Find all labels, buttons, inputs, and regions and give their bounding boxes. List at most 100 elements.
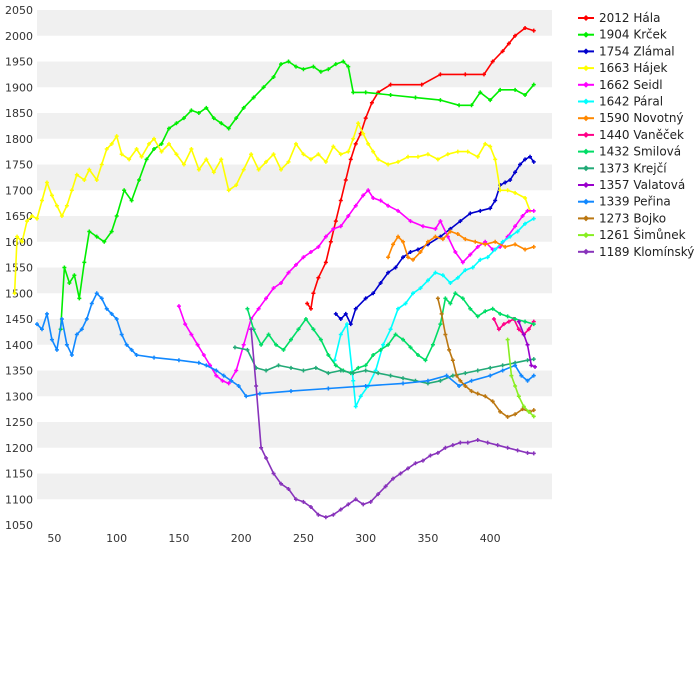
data-point (114, 317, 119, 321)
data-point (124, 342, 129, 347)
y-tick-label: 2000 (5, 30, 33, 43)
data-point (531, 28, 536, 33)
data-point (378, 347, 383, 352)
data-point (166, 141, 171, 146)
data-point (345, 322, 350, 327)
data-point (513, 170, 518, 175)
y-tick-label: 1550 (5, 262, 33, 275)
data-point (457, 383, 462, 388)
data-point (196, 167, 201, 172)
data-point (485, 440, 490, 445)
legend-item: 1357 Valatová (578, 178, 685, 192)
grid-band (37, 87, 552, 113)
y-tick-label: 1650 (5, 210, 33, 223)
x-tick-label: 300 (355, 532, 376, 545)
data-point (438, 378, 443, 383)
data-point (54, 347, 59, 352)
data-point (418, 286, 423, 291)
data-point (311, 291, 316, 296)
data-point (469, 103, 474, 108)
data-point (443, 445, 448, 450)
legend-marker (583, 182, 589, 188)
series-13 (505, 337, 536, 419)
data-point (503, 180, 508, 185)
data-point (438, 72, 443, 77)
data-point (454, 373, 459, 378)
data-point (473, 239, 478, 244)
data-point (159, 149, 164, 154)
data-point (498, 409, 503, 414)
data-point (293, 64, 298, 69)
data-point (279, 481, 284, 486)
data-point (513, 383, 518, 388)
legend-label: 1339 Peřina (599, 195, 671, 209)
data-point (491, 317, 496, 321)
series-line (59, 60, 535, 330)
data-point (44, 311, 49, 316)
data-point (293, 497, 298, 502)
data-point (316, 152, 321, 157)
data-point (281, 347, 286, 352)
data-point (54, 203, 59, 208)
data-point (204, 157, 209, 162)
data-point (470, 265, 475, 270)
data-point (241, 167, 246, 172)
legend-label: 1189 Klomínský (599, 245, 694, 259)
legend-label: 2012 Hála (599, 11, 660, 25)
legend-label: 1590 Novotný (599, 111, 684, 125)
grid-band (37, 499, 552, 525)
data-point (411, 291, 416, 296)
data-point (371, 195, 376, 200)
data-point (516, 327, 521, 332)
grid-band (37, 396, 552, 422)
data-point (469, 378, 474, 383)
data-point (531, 414, 536, 419)
data-point (44, 180, 49, 185)
data-point (483, 394, 488, 399)
data-point (189, 332, 194, 337)
data-point (440, 273, 445, 278)
data-point (523, 157, 528, 162)
data-point (356, 121, 361, 126)
data-point (488, 206, 493, 211)
data-point (137, 177, 142, 182)
series-line (246, 292, 535, 374)
data-point (401, 381, 406, 386)
data-point (264, 456, 269, 461)
x-tick-label: 150 (168, 532, 189, 545)
data-point (455, 232, 460, 237)
data-point (531, 208, 536, 213)
data-point (332, 358, 337, 363)
data-point (114, 134, 119, 139)
data-point (520, 214, 525, 218)
data-point (35, 322, 39, 327)
data-point (195, 342, 200, 347)
data-point (356, 365, 361, 370)
data-point (406, 255, 411, 260)
data-point (509, 373, 514, 378)
data-point (333, 62, 338, 67)
grid-band (37, 35, 552, 62)
data-point (513, 363, 518, 368)
data-point (531, 451, 536, 456)
data-point (211, 170, 216, 175)
data-point (523, 195, 528, 200)
data-point (445, 234, 450, 239)
data-point (313, 365, 318, 370)
data-point (226, 188, 231, 193)
data-point (531, 244, 536, 249)
series-10 (516, 319, 538, 369)
data-point (386, 255, 391, 260)
data-point (348, 322, 353, 327)
data-point (403, 301, 408, 306)
data-point (425, 239, 430, 244)
data-point (531, 408, 536, 413)
data-point (109, 311, 114, 316)
data-point (413, 95, 418, 100)
data-point (435, 296, 440, 301)
data-point (316, 244, 321, 249)
data-point (311, 64, 316, 69)
data-point (463, 371, 468, 376)
data-point (20, 239, 25, 244)
